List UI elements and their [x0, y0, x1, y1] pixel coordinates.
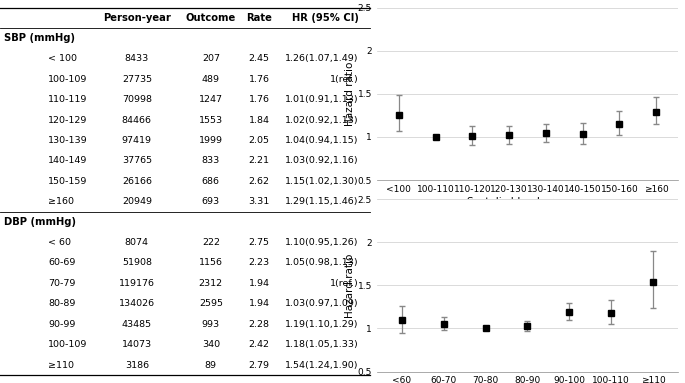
Y-axis label: Hazard ratio: Hazard ratio: [345, 253, 355, 318]
Text: 693: 693: [202, 197, 220, 206]
Text: 1.03(0.92,1.16): 1.03(0.92,1.16): [285, 156, 359, 165]
Text: 2.62: 2.62: [249, 177, 269, 186]
Text: 8074: 8074: [125, 238, 149, 247]
Text: 1.94: 1.94: [249, 300, 269, 308]
Text: 1553: 1553: [199, 116, 223, 124]
Text: 1999: 1999: [199, 136, 223, 145]
Text: 1(ref.): 1(ref.): [330, 75, 359, 83]
Text: 37765: 37765: [122, 156, 152, 165]
Text: 43485: 43485: [122, 320, 152, 329]
Text: 1(ref.): 1(ref.): [330, 279, 359, 288]
Text: 1156: 1156: [199, 259, 223, 267]
Text: 1.15(1.02,1.30): 1.15(1.02,1.30): [285, 177, 359, 186]
Text: 70-79: 70-79: [48, 279, 75, 288]
Text: 1.03(0.97,1.09): 1.03(0.97,1.09): [285, 300, 359, 308]
Text: 2595: 2595: [199, 300, 223, 308]
Text: HR (95% CI): HR (95% CI): [292, 13, 359, 23]
Text: 51908: 51908: [122, 259, 152, 267]
Text: 1.01(0.91,1.13): 1.01(0.91,1.13): [285, 95, 359, 104]
Text: 1.76: 1.76: [249, 75, 269, 83]
Text: 1.76: 1.76: [249, 95, 269, 104]
Text: 1.19(1.10,1.29): 1.19(1.10,1.29): [286, 320, 359, 329]
Text: 340: 340: [202, 340, 220, 349]
Text: 89: 89: [205, 361, 217, 370]
Text: 2.42: 2.42: [249, 340, 269, 349]
Text: 1247: 1247: [199, 95, 223, 104]
Text: 1.94: 1.94: [249, 279, 269, 288]
X-axis label: Systolic blood pressure: Systolic blood pressure: [466, 196, 588, 207]
Text: 26166: 26166: [122, 177, 152, 186]
Text: 2.45: 2.45: [249, 54, 269, 63]
Text: 84466: 84466: [122, 116, 152, 124]
Text: 100-109: 100-109: [48, 75, 88, 83]
Text: 120-129: 120-129: [48, 116, 88, 124]
Text: Outcome: Outcome: [186, 13, 236, 23]
Text: 3186: 3186: [125, 361, 149, 370]
Text: 70998: 70998: [122, 95, 152, 104]
Text: 1.29(1.15,1.46): 1.29(1.15,1.46): [286, 197, 359, 206]
Text: 3.31: 3.31: [248, 197, 270, 206]
Text: 2.75: 2.75: [249, 238, 269, 247]
Text: 686: 686: [202, 177, 220, 186]
Text: 1.05(0.98,1.13): 1.05(0.98,1.13): [285, 259, 359, 267]
Text: 222: 222: [202, 238, 220, 247]
Text: 833: 833: [201, 156, 220, 165]
Text: 2.28: 2.28: [249, 320, 269, 329]
Text: 27735: 27735: [122, 75, 152, 83]
Text: 80-89: 80-89: [48, 300, 75, 308]
Text: < 100: < 100: [48, 54, 77, 63]
Text: 100-109: 100-109: [48, 340, 88, 349]
Text: 140-149: 140-149: [48, 156, 88, 165]
Text: Person-year: Person-year: [103, 13, 171, 23]
Text: DBP (mmHg): DBP (mmHg): [3, 217, 76, 227]
Text: 150-159: 150-159: [48, 177, 88, 186]
Text: 1.04(0.94,1.15): 1.04(0.94,1.15): [286, 136, 359, 145]
Text: 8433: 8433: [125, 54, 149, 63]
Text: ≥110: ≥110: [48, 361, 74, 370]
Text: 2312: 2312: [199, 279, 223, 288]
Text: 97419: 97419: [122, 136, 152, 145]
Text: 1.18(1.05,1.33): 1.18(1.05,1.33): [285, 340, 359, 349]
Text: SBP (mmHg): SBP (mmHg): [3, 33, 75, 43]
Text: 110-119: 110-119: [48, 95, 88, 104]
Text: 2.21: 2.21: [249, 156, 269, 165]
Text: Rate: Rate: [246, 13, 272, 23]
Text: 90-99: 90-99: [48, 320, 75, 329]
Text: 60-69: 60-69: [48, 259, 75, 267]
Text: 14073: 14073: [122, 340, 152, 349]
Text: 1.26(1.07,1.49): 1.26(1.07,1.49): [286, 54, 359, 63]
Text: 993: 993: [202, 320, 220, 329]
Text: 1.10(0.95,1.26): 1.10(0.95,1.26): [286, 238, 359, 247]
Text: 2.23: 2.23: [249, 259, 269, 267]
Text: 130-139: 130-139: [48, 136, 88, 145]
Text: 1.02(0.92,1.13): 1.02(0.92,1.13): [285, 116, 359, 124]
Text: 2.79: 2.79: [249, 361, 269, 370]
Text: ≥160: ≥160: [48, 197, 74, 206]
Text: 119176: 119176: [119, 279, 155, 288]
Text: < 60: < 60: [48, 238, 71, 247]
Text: 2.05: 2.05: [249, 136, 269, 145]
Text: 20949: 20949: [122, 197, 152, 206]
Y-axis label: Hazard ratio: Hazard ratio: [345, 62, 355, 126]
Text: 489: 489: [202, 75, 220, 83]
Text: 134026: 134026: [119, 300, 155, 308]
Text: 207: 207: [202, 54, 220, 63]
Text: 1.84: 1.84: [249, 116, 269, 124]
Text: 1.54(1.24,1.90): 1.54(1.24,1.90): [286, 361, 359, 370]
